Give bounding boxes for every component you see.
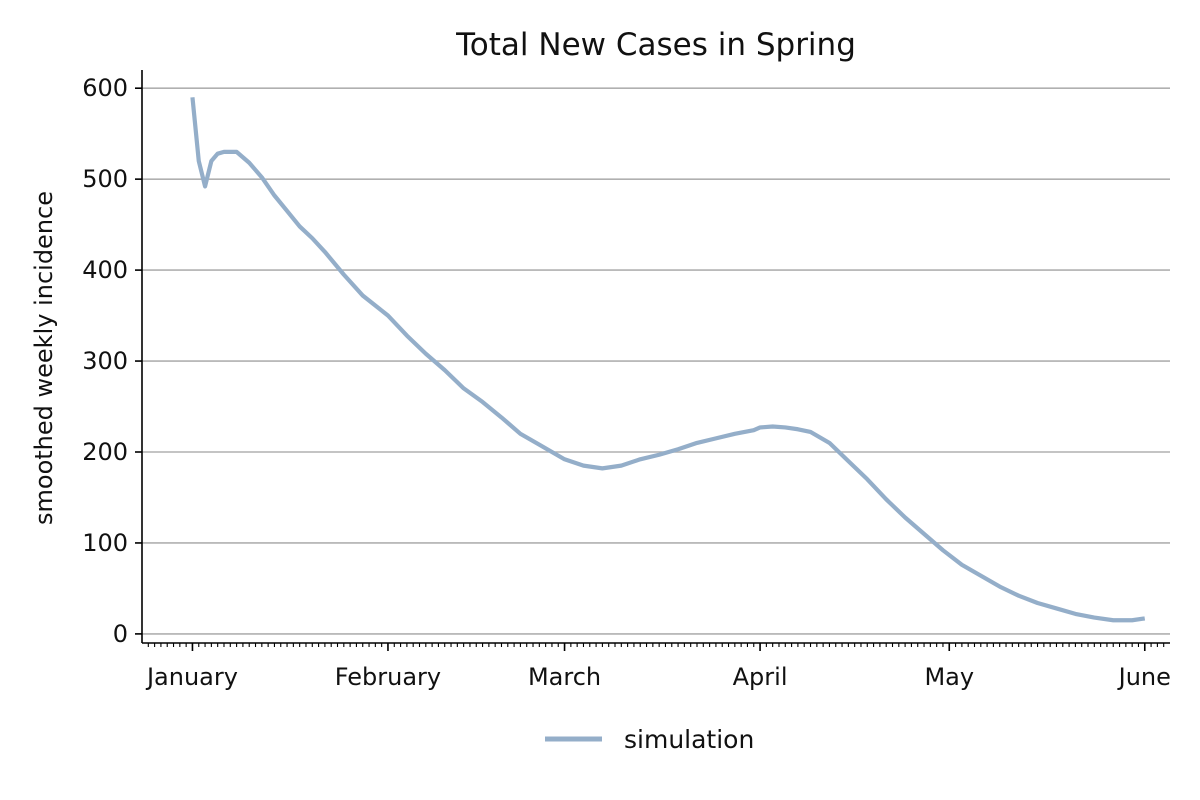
x-tick-label-february: February — [335, 663, 441, 691]
y-tick-label-600: 600 — [82, 74, 128, 102]
gridlines — [142, 87, 1170, 635]
y-tick-label-400: 400 — [82, 256, 128, 284]
y-tick-label-200: 200 — [82, 438, 128, 466]
y-tick-label-500: 500 — [82, 165, 128, 193]
axes — [141, 70, 1170, 644]
x-tick-label-january: January — [145, 663, 238, 691]
x-tick-label-june: June — [1117, 663, 1171, 691]
y-tick-label-300: 300 — [82, 347, 128, 375]
y-axis-label: smoothed weekly incidence — [30, 191, 58, 525]
legend: simulation — [545, 725, 754, 754]
y-tick-label-100: 100 — [82, 529, 128, 557]
legend-label-simulation: simulation — [624, 725, 754, 754]
series-line-simulation — [190, 97, 1146, 623]
chart-title: Total New Cases in Spring — [455, 27, 856, 63]
y-tick-label-0: 0 — [113, 620, 128, 648]
series-layer — [190, 97, 1146, 623]
x-tick-label-april: April — [733, 663, 788, 691]
x-tick-label-march: March — [528, 663, 601, 691]
ticks: 0 100 200 300 400 500 600 January February March A… — [82, 74, 1171, 691]
x-tick-label-may: May — [924, 663, 974, 691]
